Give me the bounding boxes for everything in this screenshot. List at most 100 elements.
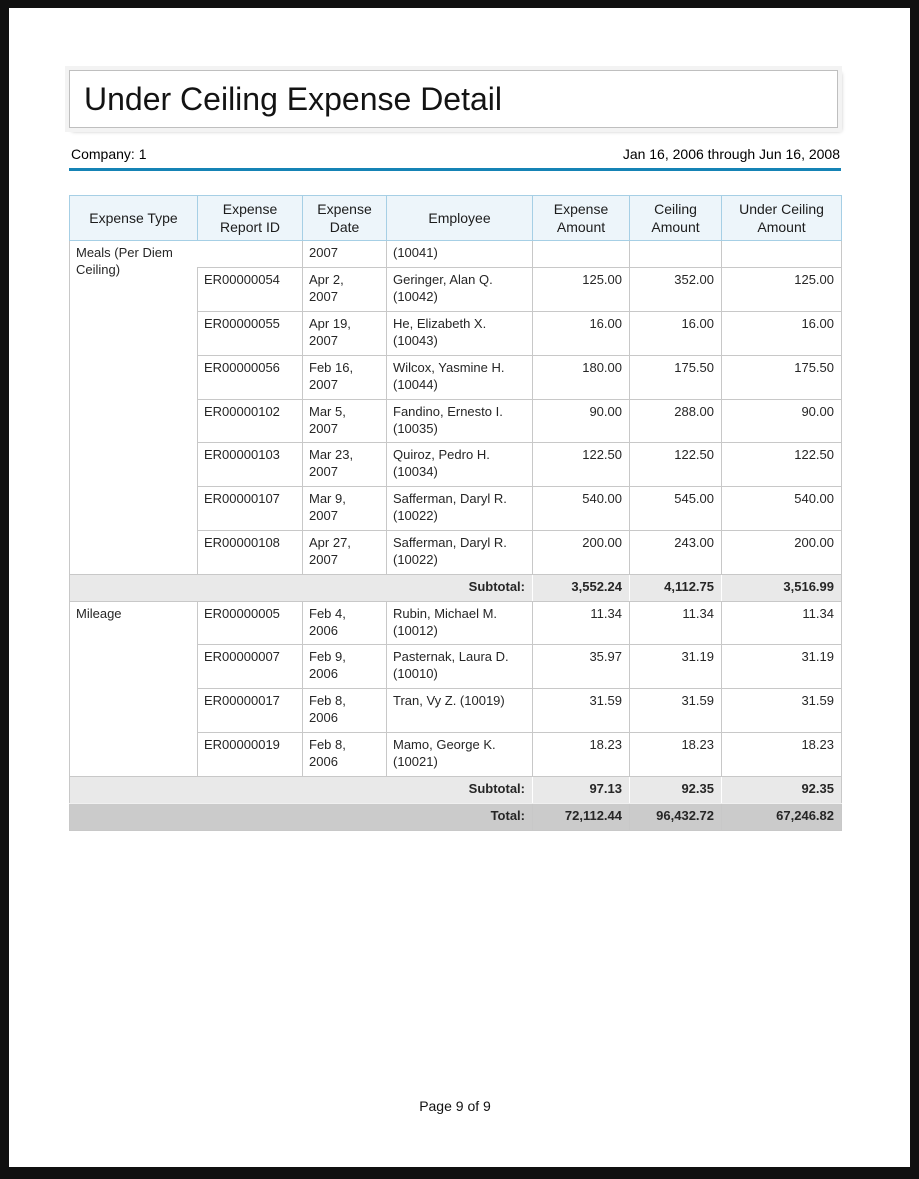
expense-amount-cell (532, 240, 630, 269)
expense-date-cell: Apr 2, 2007 (302, 267, 387, 313)
expense-type-cell: Meals (Per Diem Ceiling) (69, 240, 198, 575)
under-ceiling-amount-cell: 31.19 (721, 644, 842, 690)
total-expense-amount: 72,112.44 (532, 802, 630, 831)
page-title: Under Ceiling Expense Detail (84, 80, 502, 117)
total-under-ceiling-amount: 67,246.82 (721, 802, 842, 831)
expense-amount-cell: 122.50 (532, 442, 630, 488)
expense-amount-cell: 35.97 (532, 644, 630, 690)
ceiling-amount-cell: 122.50 (629, 442, 722, 488)
under-ceiling-amount-cell: 122.50 (721, 442, 842, 488)
table-row: ER00000007 Feb 9, 2006 Pasternak, Laura D.… (70, 644, 842, 690)
report-id-cell: ER00000108 (197, 529, 303, 575)
table-body: Meals (Per Diem Ceiling) 2007 (10041) ER000… (69, 240, 842, 831)
under-ceiling-amount-cell: 175.50 (721, 354, 842, 400)
table-row: ER00000102 Mar 5, 2007 Fandino, Ernesto I.… (70, 398, 842, 444)
col-header-expense-report-id: Expense Report ID (197, 194, 303, 242)
total-label: Total: (69, 802, 533, 831)
ceiling-amount-cell: 18.23 (629, 731, 722, 777)
expense-date-cell: Feb 16, 2007 (302, 354, 387, 400)
report-id-cell: ER00000005 (197, 600, 303, 646)
col-header-under-ceiling-amount: Under Ceiling Amount (721, 194, 842, 242)
ceiling-amount-cell: 11.34 (629, 600, 722, 646)
report-content: Under Ceiling Expense Detail Company: 1 … (69, 70, 842, 831)
employee-cell: Safferman, Daryl R. (10022) (386, 486, 533, 531)
expense-date-cell: 2007 (302, 240, 387, 269)
ceiling-amount-cell: 352.00 (629, 267, 722, 313)
report-meta-row: Company: 1 Jan 16, 2006 through Jun 16, … (69, 146, 841, 171)
expense-amount-cell: 125.00 (532, 267, 630, 313)
expense-amount-cell: 11.34 (532, 600, 630, 646)
table-row: Meals (Per Diem Ceiling) 2007 (10041) (69, 240, 842, 575)
subtotal-label: Subtotal: (69, 775, 533, 804)
employee-cell: Pasternak, Laura D. (10010) (386, 644, 533, 690)
expense-date-cell: Feb 8, 2006 (302, 688, 387, 733)
table-header: Expense Type Expense Report ID Expense D… (69, 194, 842, 242)
under-ceiling-amount-cell: 31.59 (721, 688, 842, 733)
report-id-cell: ER00000017 (197, 688, 303, 733)
ceiling-amount-cell: 175.50 (629, 354, 722, 400)
employee-cell: Rubin, Michael M. (10012) (386, 600, 533, 646)
report-id-cell: ER00000055 (197, 311, 303, 356)
report-page: Under Ceiling Expense Detail Company: 1 … (9, 8, 910, 1167)
expense-amount-cell: 200.00 (532, 529, 630, 575)
under-ceiling-amount-cell: 18.23 (721, 731, 842, 777)
under-ceiling-amount-cell: 125.00 (721, 267, 842, 313)
total-ceiling-amount: 96,432.72 (629, 802, 722, 831)
subtotal-under-ceiling-amount: 92.35 (721, 775, 842, 804)
ceiling-amount-cell: 31.19 (629, 644, 722, 690)
report-title-box: Under Ceiling Expense Detail (69, 70, 838, 128)
company-label: Company: 1 (71, 146, 147, 162)
table-row: ER00000108 Apr 27, 2007 Safferman, Daryl R… (70, 529, 842, 575)
report-id-cell: ER00000019 (197, 731, 303, 777)
table-row: ER00000103 Mar 23, 2007 Quiroz, Pedro H. (… (70, 442, 842, 488)
date-range-label: Jan 16, 2006 through Jun 16, 2008 (622, 146, 840, 162)
col-header-expense-amount: Expense Amount (532, 194, 630, 242)
subtotal-under-ceiling-amount: 3,516.99 (721, 573, 842, 602)
expense-amount-cell: 90.00 (532, 398, 630, 444)
report-id-cell: ER00000007 (197, 644, 303, 690)
subtotal-label: Subtotal: (69, 573, 533, 602)
expense-date-cell: Apr 19, 2007 (302, 311, 387, 356)
under-ceiling-amount-cell: 11.34 (721, 600, 842, 646)
employee-cell: Safferman, Daryl R. (10022) (386, 529, 533, 575)
table-row: ER00000056 Feb 16, 2007 Wilcox, Yasmine H.… (70, 354, 842, 400)
expense-type-cell: Mileage (69, 600, 198, 777)
employee-cell: Wilcox, Yasmine H. (10044) (386, 354, 533, 400)
expense-date-cell: Apr 27, 2007 (302, 529, 387, 575)
employee-cell: Fandino, Ernesto I. (10035) (386, 398, 533, 444)
ceiling-amount-cell (629, 240, 722, 269)
col-header-expense-type: Expense Type (69, 194, 198, 242)
under-ceiling-amount-cell: 540.00 (721, 486, 842, 531)
report-id-cell: ER00000103 (197, 442, 303, 488)
ceiling-amount-cell: 545.00 (629, 486, 722, 531)
col-header-employee: Employee (386, 194, 533, 242)
table-row: ER00000054 Apr 2, 2007 Geringer, Alan Q. (… (70, 267, 842, 313)
employee-cell: Geringer, Alan Q. (10042) (386, 267, 533, 313)
expense-detail-table: Expense Type Expense Report ID Expense D… (69, 194, 842, 831)
subtotal-ceiling-amount: 4,112.75 (629, 573, 722, 602)
ceiling-amount-cell: 16.00 (629, 311, 722, 356)
subtotal-expense-amount: 3,552.24 (532, 573, 630, 602)
col-header-ceiling-amount: Ceiling Amount (629, 194, 722, 242)
expense-amount-cell: 180.00 (532, 354, 630, 400)
expense-date-cell: Mar 9, 2007 (302, 486, 387, 531)
report-id-cell: ER00000107 (197, 486, 303, 531)
table-row: ER00000055 Apr 19, 2007 He, Elizabeth X. (… (70, 311, 842, 356)
under-ceiling-amount-cell: 16.00 (721, 311, 842, 356)
page-number: Page 9 of 9 (419, 1098, 491, 1114)
subtotal-row: Subtotal: 97.13 92.35 92.35 (69, 775, 842, 804)
expense-amount-cell: 18.23 (532, 731, 630, 777)
table-row: ER00000017 Feb 8, 2006 Tran, Vy Z. (10019)… (70, 688, 842, 733)
under-ceiling-amount-cell: 90.00 (721, 398, 842, 444)
expense-date-cell: Feb 8, 2006 (302, 731, 387, 777)
total-row: Total: 72,112.44 96,432.72 67,246.82 (69, 802, 842, 831)
table-row: ER00000019 Feb 8, 2006 Mamo, George K. (10… (70, 731, 842, 777)
expense-date-cell: Feb 4, 2006 (302, 600, 387, 646)
employee-cell: Quiroz, Pedro H. (10034) (386, 442, 533, 488)
col-header-expense-date: Expense Date (302, 194, 387, 242)
report-id-cell: ER00000102 (197, 398, 303, 444)
ceiling-amount-cell: 31.59 (629, 688, 722, 733)
subtotal-ceiling-amount: 92.35 (629, 775, 722, 804)
table-row: Mileage ER00000005 Feb 4, 2006 Rubin, Micha… (69, 600, 842, 777)
expense-amount-cell: 540.00 (532, 486, 630, 531)
